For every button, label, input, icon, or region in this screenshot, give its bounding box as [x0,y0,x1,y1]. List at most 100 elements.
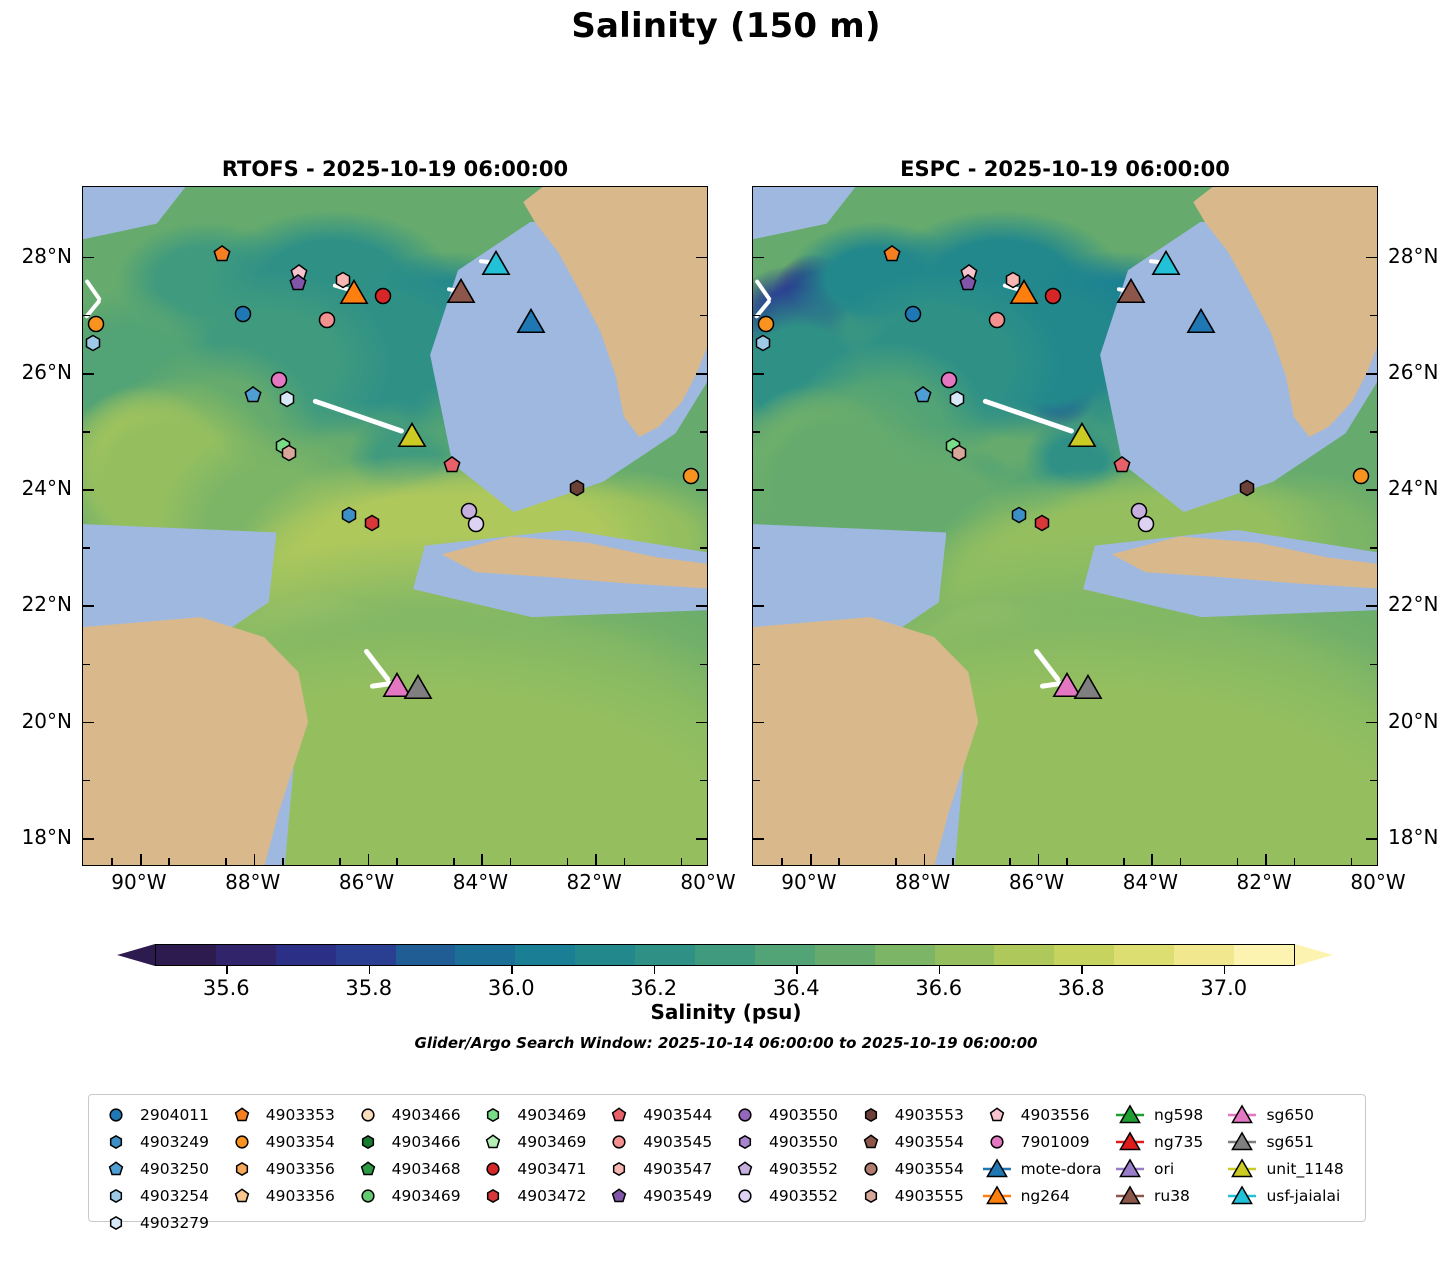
map-marker-4903549[interactable] [958,272,979,293]
map-marker-7901009[interactable] [269,369,290,390]
legend-item-4903554[interactable]: 4903554 [854,1157,980,1181]
map-marker-4903254[interactable] [753,332,774,353]
legend-item-4903555[interactable]: 4903555 [854,1184,980,1208]
legend-item-4903254[interactable]: 4903254 [99,1184,225,1208]
legend-item-ng264[interactable]: ng264 [980,1184,1113,1208]
map-marker-4903354b[interactable] [680,466,701,487]
legend-item-4903354[interactable]: 4903354 [225,1130,351,1154]
colorbar-segment [1174,945,1235,965]
map-marker-4903354[interactable] [85,313,106,334]
map-marker-sg651[interactable] [1073,673,1103,701]
legend-item-4903469[interactable]: 4903469 [476,1103,602,1127]
legend-item-4903469[interactable]: 4903469 [351,1184,477,1208]
map-marker-4903547[interactable] [333,269,354,290]
legend-item-4903469[interactable]: 4903469 [476,1130,602,1154]
legend-item-sg651[interactable]: sg651 [1225,1130,1355,1154]
legend-item-4903553[interactable]: 4903553 [854,1103,980,1127]
map-marker-4903553[interactable] [1236,478,1257,499]
map-marker-unit_1148[interactable] [397,421,427,449]
map-marker-4903472[interactable] [362,512,383,533]
map-marker-4903249[interactable] [1009,505,1030,526]
map-frame-rtofs[interactable] [82,186,708,866]
legend-item-4903544[interactable]: 4903544 [602,1103,728,1127]
legend-item-ori[interactable]: ori [1113,1157,1225,1181]
map-marker-4903471[interactable] [373,286,394,307]
map-marker-4903552[interactable] [465,514,486,535]
legend-item-4903356[interactable]: 4903356 [225,1157,351,1181]
legend-item-ru38[interactable]: ru38 [1113,1184,1225,1208]
map-marker-4903544[interactable] [1111,454,1132,475]
legend-item-4903549[interactable]: 4903549 [602,1184,728,1208]
map-marker-4903547[interactable] [1003,269,1024,290]
map-marker-sg650[interactable] [382,671,412,699]
map-marker-4903354[interactable] [755,313,776,334]
map-marker-ru38[interactable] [446,277,476,305]
map-marker-4903471[interactable] [1043,286,1064,307]
map-marker-2904011[interactable] [233,303,254,324]
map-marker-4903549[interactable] [288,272,309,293]
legend-item-4903279[interactable]: 4903279 [99,1211,225,1235]
map-marker-usf-jaialai[interactable] [1151,249,1181,277]
map-marker-4903553[interactable] [566,478,587,499]
colorbar-group: 35.6 35.8 36.0 36.2 36.4 36.6 36.8 37.0 Salinit… [0,936,1452,1036]
map-frame-espc[interactable] [752,186,1378,866]
legend-item-4903249[interactable]: 4903249 [99,1130,225,1154]
legend-item-7901009[interactable]: 7901009 [980,1130,1113,1154]
legend-item-4903547[interactable]: 4903547 [602,1157,728,1181]
map-marker-4903250[interactable] [242,385,263,406]
legend-item-4903550[interactable]: 4903550 [728,1103,854,1127]
map-marker-4903353[interactable] [882,243,903,264]
map-marker-4903279[interactable] [276,389,297,410]
map-marker-ng264[interactable] [1009,278,1039,306]
map-marker-4903472[interactable] [1032,512,1053,533]
legend-item-4903466[interactable]: 4903466 [351,1130,477,1154]
legend-item-ng598[interactable]: ng598 [1113,1103,1225,1127]
map-marker-4903555[interactable] [279,443,300,464]
map-marker-mote-dora[interactable] [516,307,546,335]
map-marker-4903552[interactable] [1135,514,1156,535]
legend-item-4903545[interactable]: 4903545 [602,1130,728,1154]
legend-item-sg650[interactable]: sg650 [1225,1103,1355,1127]
legend-item-4903466[interactable]: 4903466 [351,1103,477,1127]
colorbar-segment [1054,945,1115,965]
legend-item-usf-jaialai[interactable]: usf-jaialai [1225,1184,1355,1208]
map-marker-2904011[interactable] [903,303,924,324]
map-marker-4903279[interactable] [946,389,967,410]
legend-item-4903552[interactable]: 4903552 [728,1184,854,1208]
map-marker-7901009[interactable] [939,369,960,390]
map-marker-4903550[interactable] [1128,501,1149,522]
map-marker-sg650[interactable] [1052,671,1082,699]
colorbar[interactable] [155,944,1295,966]
map-marker-4903254[interactable] [83,332,104,353]
map-marker-mote-dora[interactable] [1186,307,1216,335]
legend-item-4903556[interactable]: 4903556 [980,1103,1113,1127]
legend-item-4903550[interactable]: 4903550 [728,1130,854,1154]
legend-item-ng735[interactable]: ng735 [1113,1130,1225,1154]
legend-item-4903554[interactable]: 4903554 [854,1130,980,1154]
map-marker-4903545[interactable] [986,309,1007,330]
legend-item-4903353[interactable]: 4903353 [225,1103,351,1127]
map-marker-sg651[interactable] [403,673,433,701]
legend-item-4903552[interactable]: 4903552 [728,1157,854,1181]
map-marker-ru38[interactable] [1116,277,1146,305]
map-marker-usf-jaialai[interactable] [481,249,511,277]
map-marker-4903544[interactable] [441,454,462,475]
map-marker-4903250[interactable] [912,385,933,406]
legend-item-4903468[interactable]: 4903468 [351,1157,477,1181]
legend-item-unit_1148[interactable]: unit_1148 [1225,1157,1355,1181]
legend-item-2904011[interactable]: 2904011 [99,1103,225,1127]
legend-item-4903471[interactable]: 4903471 [476,1157,602,1181]
map-marker-4903555[interactable] [949,443,970,464]
map-marker-ng264[interactable] [339,278,369,306]
legend-item-4903356[interactable]: 4903356 [225,1184,351,1208]
map-marker-4903249[interactable] [339,505,360,526]
legend-item-4903472[interactable]: 4903472 [476,1184,602,1208]
float-marker-icon [99,1131,133,1153]
legend-item-4903250[interactable]: 4903250 [99,1157,225,1181]
map-marker-unit_1148[interactable] [1067,421,1097,449]
map-marker-4903550[interactable] [458,501,479,522]
legend-item-mote-dora[interactable]: mote-dora [980,1157,1113,1181]
map-marker-4903354b[interactable] [1350,466,1371,487]
map-marker-4903353[interactable] [212,243,233,264]
map-marker-4903545[interactable] [316,309,337,330]
